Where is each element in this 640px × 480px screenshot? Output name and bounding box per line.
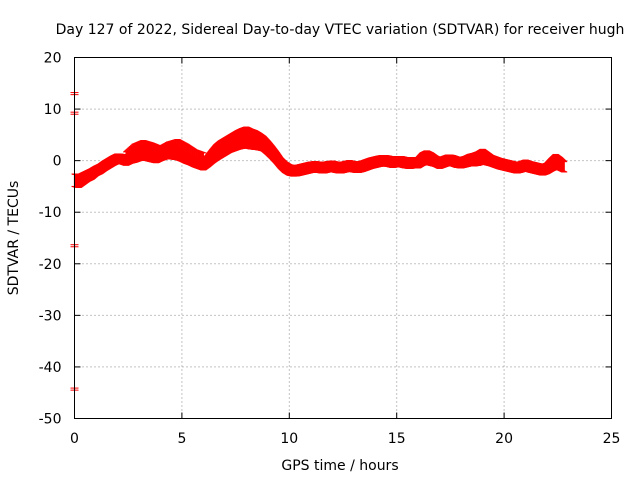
y-tick-label: -40 <box>39 360 62 376</box>
y-tick-label: -20 <box>39 257 62 273</box>
y-tick-label: -10 <box>39 205 62 221</box>
x-tick-label: 0 <box>70 431 79 447</box>
x-tick-label: 20 <box>495 431 513 447</box>
x-axis-label: GPS time / hours <box>281 458 398 474</box>
x-tick-label: 10 <box>280 431 298 447</box>
y-tick-label: 20 <box>44 51 62 67</box>
y-tick-label: -50 <box>39 412 62 428</box>
x-axis-ticks: 0 5 10 15 20 25 <box>70 57 621 447</box>
plot-frame <box>74 57 612 419</box>
series-SDTVAR <box>71 126 568 188</box>
y-axis-label: SDTVAR / TECUs <box>6 181 22 296</box>
x-tick-label: 5 <box>177 431 186 447</box>
data-points <box>70 92 568 391</box>
chart-title: Day 127 of 2022, Sidereal Day-to-day VTE… <box>56 22 625 38</box>
y-axis-ticks: -50 -40 -30 -20 -10 0 10 20 <box>39 51 612 428</box>
series-secondary-band <box>123 138 207 163</box>
y-tick-label: 10 <box>44 102 62 118</box>
y-tick-label: -30 <box>39 308 62 324</box>
grid <box>74 57 612 419</box>
y-tick-label: 0 <box>53 154 62 170</box>
x-tick-label: 25 <box>603 431 621 447</box>
x-tick-label: 15 <box>388 431 406 447</box>
